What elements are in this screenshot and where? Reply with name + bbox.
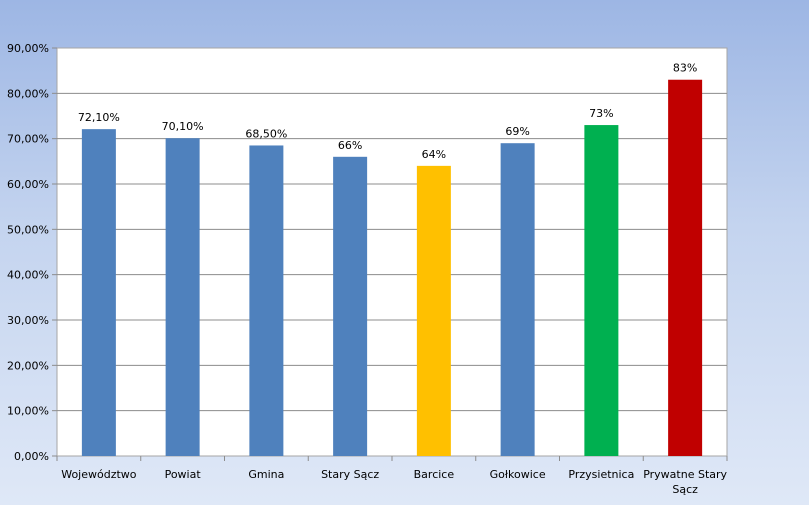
data-label: 70,10% bbox=[162, 120, 204, 133]
data-label: 69% bbox=[505, 125, 529, 138]
x-axis: Województwo Powiat Gmina Stary Sącz Barcice G… bbox=[56, 456, 728, 496]
bars bbox=[81, 79, 703, 457]
y-tick-label: 60,00% bbox=[7, 178, 49, 191]
x-tick-label: Gmina bbox=[248, 468, 284, 481]
bar bbox=[584, 125, 619, 457]
data-label: 66% bbox=[338, 139, 362, 152]
data-label: 64% bbox=[422, 148, 446, 161]
y-tick-label: 50,00% bbox=[7, 223, 49, 236]
y-tick-label: 30,00% bbox=[7, 314, 49, 327]
y-tick-label: 40,00% bbox=[7, 269, 49, 282]
bar bbox=[416, 165, 451, 456]
data-label: 68,50% bbox=[245, 127, 287, 140]
data-label: 72,10% bbox=[78, 111, 120, 124]
x-tick-label: Prywatne Stary Sącz bbox=[643, 468, 727, 496]
data-label: 73% bbox=[589, 107, 613, 120]
x-tick-label: Barcice bbox=[414, 468, 455, 481]
bar bbox=[81, 129, 116, 456]
bar bbox=[165, 138, 200, 457]
y-tick-label: 0,00% bbox=[14, 450, 49, 463]
bar bbox=[333, 156, 368, 457]
x-tick-label: Województwo bbox=[61, 468, 137, 481]
x-tick-label: Przysietnica bbox=[568, 468, 634, 481]
y-tick-label: 10,00% bbox=[7, 405, 49, 418]
bar bbox=[249, 145, 284, 456]
y-tick-label: 20,00% bbox=[7, 359, 49, 372]
plot-area bbox=[56, 47, 728, 457]
bar bbox=[500, 143, 535, 456]
bar bbox=[668, 79, 703, 456]
data-labels: 72,10% 70,10% 68,50% 66% 64% 69% 73% 83% bbox=[78, 62, 697, 161]
x-tick-label: Gołkowice bbox=[490, 468, 546, 481]
y-tick-label: 80,00% bbox=[7, 87, 49, 100]
x-tick-label: Stary Sącz bbox=[321, 468, 379, 481]
y-tick-label: 90,00% bbox=[7, 42, 49, 55]
y-axis: 0,00% 10,00% 20,00% 30,00% 40,00% 50,00% 60,00… bbox=[7, 42, 57, 463]
y-tick-label: 70,00% bbox=[7, 133, 49, 146]
x-tick-label: Powiat bbox=[165, 468, 202, 481]
data-label: 83% bbox=[673, 62, 697, 75]
